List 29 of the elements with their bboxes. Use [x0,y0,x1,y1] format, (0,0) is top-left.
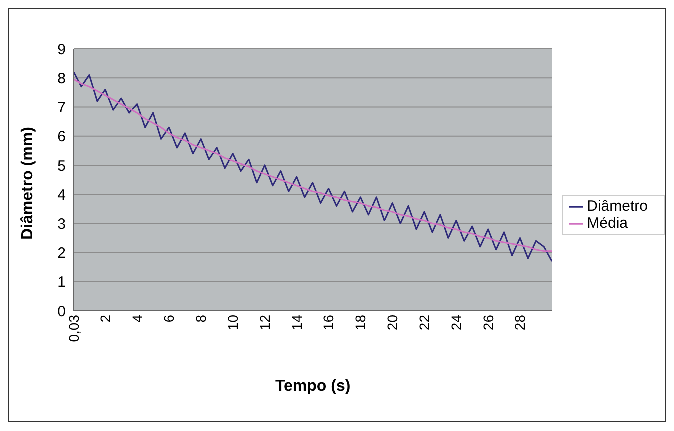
x-tick-label: 8 [193,314,210,323]
y-tick-label: 3 [58,216,66,233]
legend-label: Média [587,215,628,232]
x-tick-label: 18 [352,314,369,331]
x-tick-label: 28 [512,314,528,331]
legend-label: Diâmetro [587,198,648,215]
y-tick-label: 7 [58,100,66,117]
y-tick-label: 8 [58,70,66,88]
x-axis-title: Tempo (s) [275,378,351,395]
y-tick-label: 1 [58,274,66,292]
x-tick-label: 24 [448,314,464,331]
x-tick-label: 10 [225,314,241,331]
y-tick-label: 9 [58,41,66,58]
x-tick-label: 26 [480,314,496,331]
y-tick-label: 5 [58,158,66,175]
x-tick-label: 16 [320,314,337,331]
x-tick-label: 6 [161,314,178,323]
x-tick-label: 2 [97,314,114,323]
x-tick-label: 0,03 [66,314,82,342]
x-tick-label: 12 [256,314,273,331]
x-tick-label: 22 [416,314,432,331]
x-tick-label: 4 [129,314,146,323]
y-tick-label: 6 [58,128,66,146]
y-axis-title: Diâmetro (mm) [20,127,37,240]
y-tick-label: 4 [58,186,66,204]
x-tick-label: 14 [288,314,305,331]
y-tick-label: 2 [58,245,66,262]
x-tick-label: 20 [384,314,401,331]
y-tick-label: 0 [58,303,66,320]
